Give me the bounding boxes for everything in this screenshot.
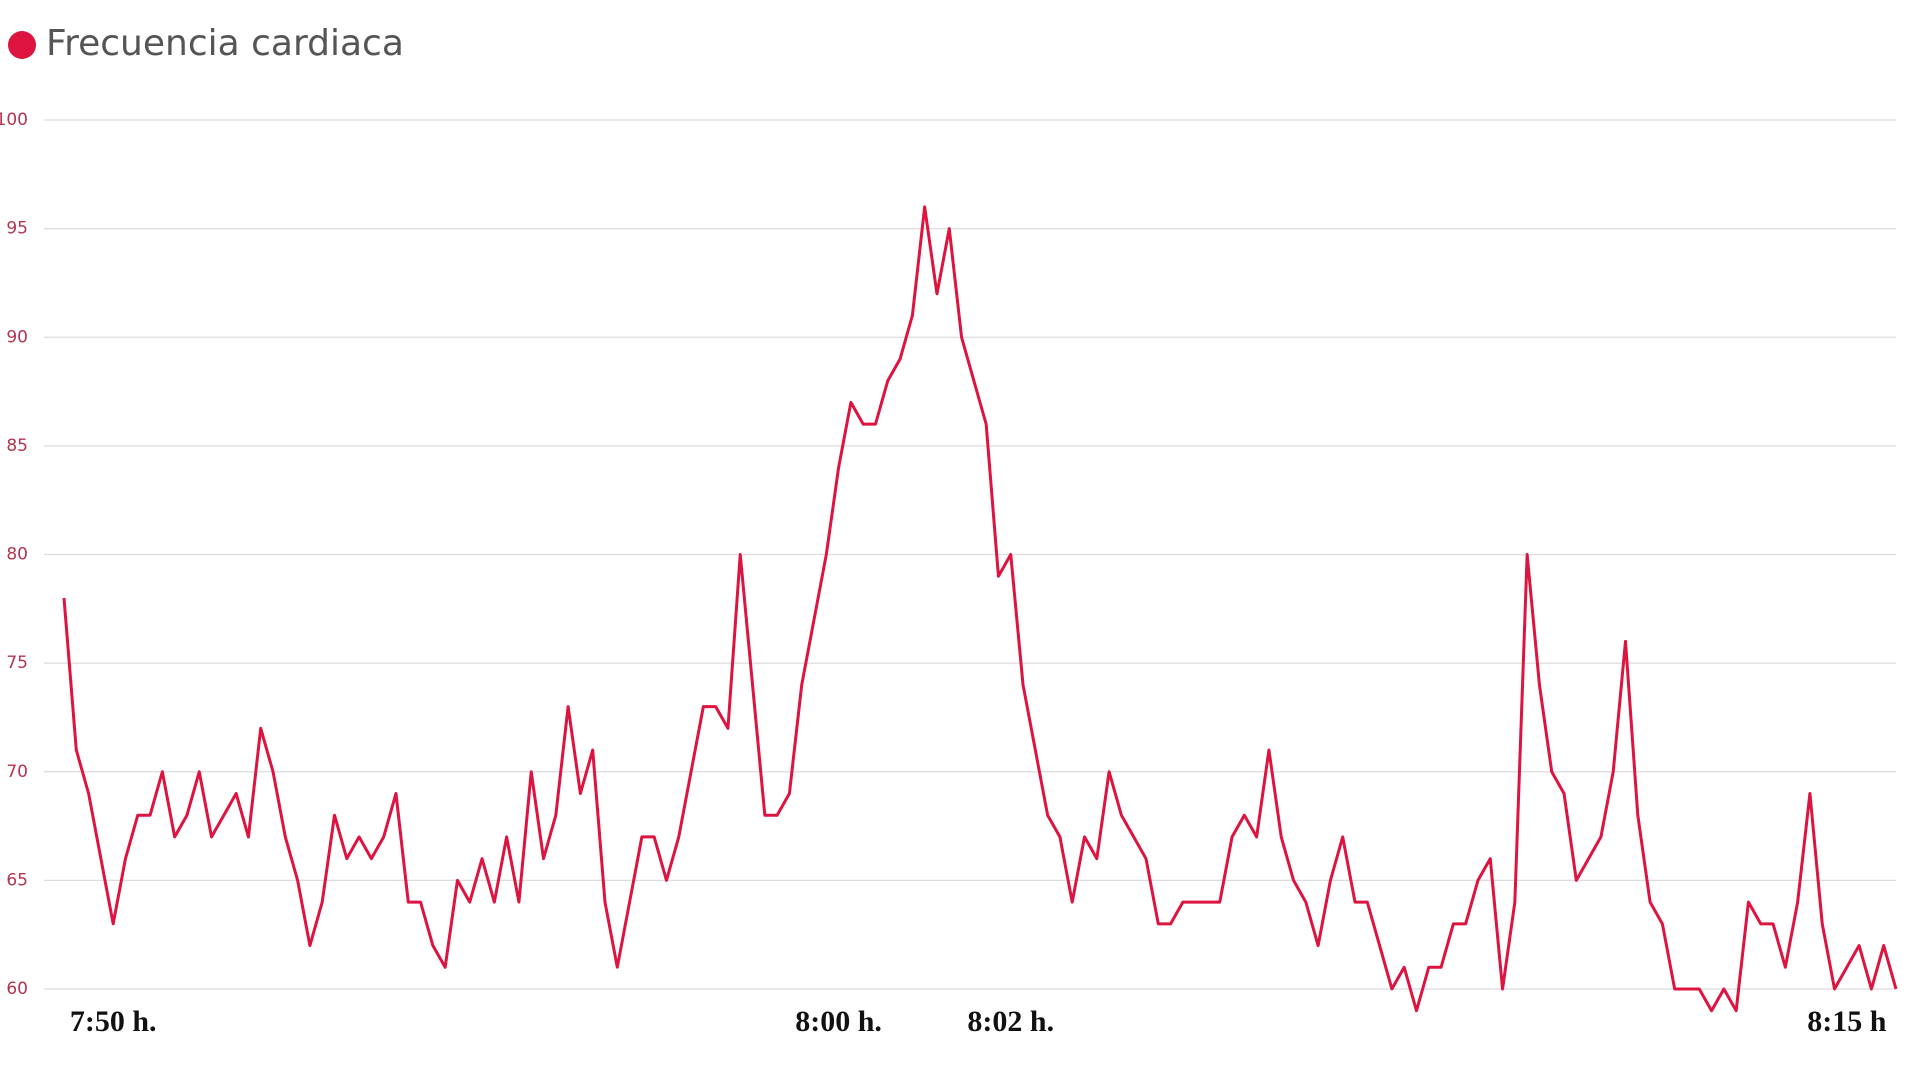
x-tick-label: 7:50 h. (70, 1005, 157, 1038)
y-tick-label: 95 (6, 219, 28, 239)
y-tick-label: 70 (6, 762, 28, 782)
y-tick-label: 65 (6, 870, 28, 890)
y-tick-label: 100 (0, 110, 28, 130)
series-line (62, 205, 1898, 1013)
y-tick-label: 90 (6, 327, 28, 347)
y-tick-label: 85 (6, 436, 28, 456)
legend-marker (8, 31, 36, 59)
x-tick-label: 8:00 h. (795, 1005, 882, 1038)
y-tick-label: 75 (6, 653, 28, 673)
y-tick-label: 80 (6, 545, 28, 565)
legend-label: Frecuencia cardiaca (46, 23, 404, 64)
x-tick-label: 8:02 h. (967, 1005, 1054, 1038)
x-tick-label: 8:15 h (1807, 1005, 1886, 1038)
y-tick-label: 60 (6, 979, 28, 999)
